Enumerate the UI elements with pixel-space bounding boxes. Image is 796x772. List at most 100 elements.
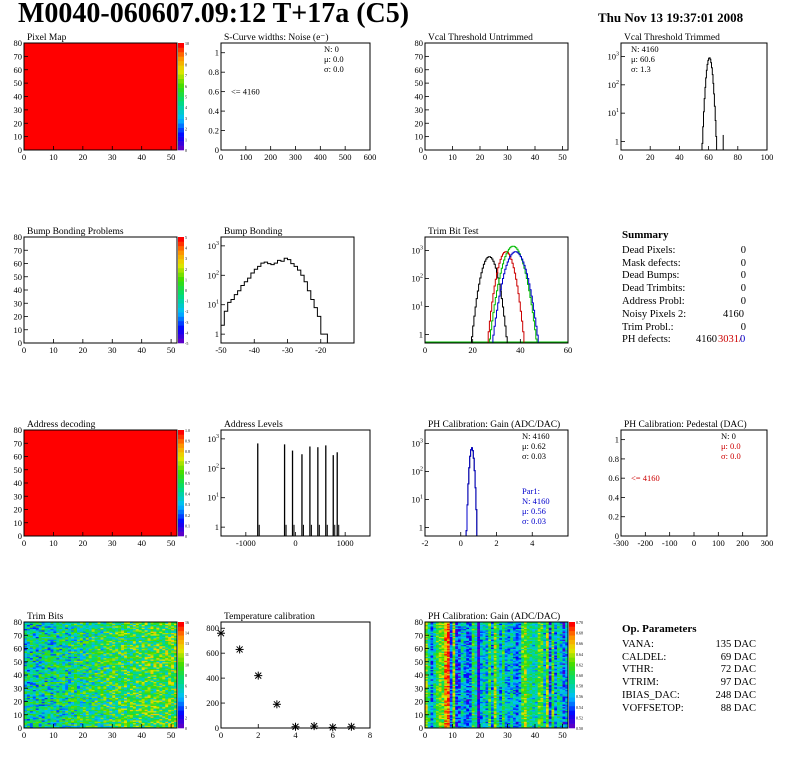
heatmap-cell [112, 721, 116, 724]
x-tick-label: 0 [22, 538, 26, 548]
heatmap-cell [150, 635, 154, 637]
heatmap-cell [24, 651, 28, 653]
heatmap-cell [115, 628, 119, 631]
heatmap-cell [91, 676, 96, 679]
heatmap-cell [124, 696, 128, 698]
heatmap-cell [150, 700, 154, 702]
heatmap-cell [91, 673, 96, 676]
heatmap-fill [24, 43, 177, 150]
heatmap-cell [53, 673, 57, 676]
heatmap-cell [41, 693, 45, 696]
heatmap-cell [124, 660, 128, 663]
heatmap-cell [427, 696, 431, 698]
heatmap-cell [100, 622, 104, 624]
heatmap-cell [106, 680, 110, 683]
heatmap-cell [91, 688, 96, 690]
heatmap-cell [132, 648, 137, 651]
heatmap-cell [118, 657, 122, 660]
heatmap-cell [126, 633, 131, 636]
heatmap-cell [65, 636, 69, 639]
heatmap-cell [32, 644, 37, 647]
heatmap-cell [44, 660, 48, 663]
heatmap-cell [427, 701, 431, 704]
heatmap-cell [85, 652, 90, 655]
heatmap-cell [174, 636, 178, 639]
heatmap-cell [103, 700, 107, 702]
heatmap-cell [118, 693, 122, 696]
heatmap-cell [118, 702, 122, 705]
heatmap-cell [124, 652, 128, 655]
heatmap-cell [97, 694, 101, 697]
heatmap-cell [79, 671, 84, 673]
heatmap-cell [156, 641, 160, 644]
heatmap-cell [53, 720, 57, 722]
heatmap-cell [44, 697, 48, 700]
color-scale-label: 0.6 [185, 470, 190, 475]
heatmap-cell [112, 647, 116, 649]
histogram-line [425, 447, 568, 537]
heatmap-cell [138, 643, 143, 645]
heatmap-cell [56, 671, 60, 673]
heatmap-cell [162, 632, 166, 635]
heatmap-cell [168, 684, 172, 686]
heatmap-cell [85, 725, 90, 728]
heatmap-cell [35, 676, 40, 679]
heatmap-cell [165, 667, 169, 669]
heatmap-cell [59, 709, 63, 712]
heatmap-cell [124, 686, 128, 689]
heatmap-cell [76, 664, 81, 667]
heatmap-cell [132, 668, 137, 671]
heatmap-cell [56, 718, 60, 721]
heatmap-cell [59, 672, 63, 675]
heatmap-cell [100, 641, 104, 644]
color-scale-cell [178, 51, 184, 57]
heatmap-cell [32, 696, 37, 698]
heatmap-cell [425, 681, 429, 684]
heatmap-cell [103, 724, 107, 726]
heatmap-cell [29, 722, 34, 725]
heatmap-cell [94, 622, 98, 624]
color-scale-cell [178, 666, 184, 671]
chart-title: Trim Bit Test [428, 227, 479, 237]
heatmap-cell [91, 718, 96, 721]
heatmap-cell [100, 704, 104, 706]
color-scale-cell [178, 74, 184, 79]
heatmap-cell [100, 655, 104, 657]
heatmap-cell [79, 657, 84, 660]
heatmap-cell [47, 664, 51, 667]
heatmap-cell [74, 725, 78, 728]
heatmap-cell [129, 643, 134, 645]
color-scale-cell [178, 491, 184, 497]
heatmap-cell [118, 623, 122, 626]
heatmap-cell [425, 657, 429, 660]
color-scale-cell [178, 136, 184, 142]
color-scale-cell [178, 456, 184, 462]
heatmap-cell [68, 676, 72, 679]
heatmap-cell [126, 677, 131, 680]
heatmap-cell [41, 635, 45, 637]
heatmap-cell [91, 677, 96, 680]
heatmap-cell [112, 684, 116, 686]
heatmap-cell [153, 688, 157, 690]
heatmap-cell [41, 688, 45, 690]
color-scale-cell [178, 630, 184, 636]
heatmap-cell [162, 640, 166, 643]
heatmap-cell [106, 675, 110, 677]
heatmap-cell [430, 660, 434, 663]
heatmap-cell [47, 702, 51, 705]
heatmap-cell [71, 655, 75, 657]
heatmap-cell [171, 721, 175, 724]
heatmap-cell [53, 680, 57, 683]
heatmap-cell [174, 651, 178, 653]
heatmap-cell [138, 653, 143, 656]
heatmap-cell [35, 669, 40, 672]
heatmap-cell [427, 668, 431, 671]
x-tick-label: 50 [167, 538, 176, 548]
heatmap-cell [124, 636, 128, 639]
heatmap-cell [53, 709, 57, 712]
color-scale-cell [178, 298, 184, 304]
heatmap-cell [115, 661, 119, 664]
heatmap-cell [32, 701, 37, 704]
heatmap-cell [38, 721, 43, 724]
heatmap-cell [44, 692, 48, 694]
